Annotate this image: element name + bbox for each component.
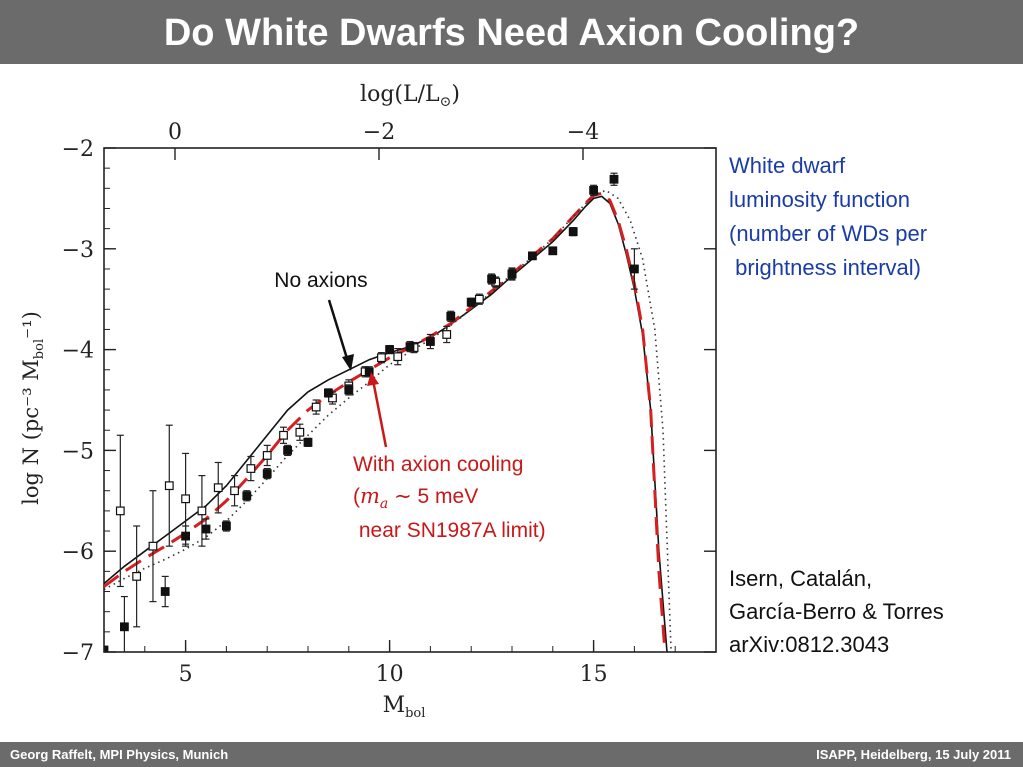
y-tick-label: −2 bbox=[62, 137, 94, 162]
x-tick-label: 10 bbox=[376, 662, 404, 687]
description-line: luminosity function bbox=[729, 187, 910, 212]
data-point-open bbox=[442, 325, 452, 344]
data-point-filled bbox=[262, 467, 272, 480]
y-tick-label: −4 bbox=[62, 339, 94, 364]
data-point-filled bbox=[629, 248, 639, 290]
citation-line: García-Berro & Torres bbox=[729, 599, 944, 624]
no-axions-arrowhead bbox=[342, 354, 354, 371]
data-point-filled bbox=[507, 268, 517, 280]
data-point-filled bbox=[119, 595, 129, 652]
x-tick-label: 15 bbox=[580, 662, 608, 687]
plot-frame bbox=[103, 147, 717, 653]
y-tick-label: −3 bbox=[62, 238, 94, 263]
curve-dotted bbox=[104, 189, 672, 652]
luminosity-function-description: White dwarf luminosity function (number … bbox=[729, 149, 1019, 285]
footer-bar: Georg Raffelt, MPI Physics, Munich ISAPP… bbox=[0, 742, 1023, 767]
description-line: (number of WDs per bbox=[729, 221, 928, 246]
data-point-open bbox=[115, 434, 125, 588]
data-point-filled bbox=[548, 246, 558, 256]
data-point-filled bbox=[104, 645, 109, 652]
data-point-filled bbox=[527, 251, 537, 261]
footer-event: ISAPP, Heidelberg, 15 July 2011 bbox=[816, 747, 1011, 762]
plot-area bbox=[103, 147, 717, 653]
axis-ticks: 5 10 15 −2 −3 −4 −5 −6 −7 0 −2 −4 bbox=[62, 120, 717, 687]
data-point-filled bbox=[568, 227, 578, 237]
citation: Isern, Catalán, García-Berro & Torres ar… bbox=[729, 562, 1019, 661]
top-axis-label: log(L/L⊙) bbox=[360, 82, 460, 110]
y-tick-label: −6 bbox=[62, 540, 94, 565]
no-axions-label: No axions bbox=[274, 269, 367, 292]
data-point-filled bbox=[283, 444, 292, 457]
data-point-open bbox=[377, 352, 386, 364]
data-point-filled bbox=[487, 273, 496, 285]
data-point-open bbox=[295, 423, 305, 441]
data-point-open bbox=[311, 399, 321, 415]
data-point-open bbox=[132, 525, 142, 628]
curve-solid bbox=[104, 195, 668, 652]
data-point-filled bbox=[589, 184, 598, 196]
data-point-filled bbox=[222, 520, 231, 532]
citation-line: Isern, Catalán, bbox=[729, 566, 873, 591]
data-point-filled bbox=[385, 344, 394, 355]
data-point-filled bbox=[405, 340, 415, 353]
no-axions-arrow bbox=[327, 299, 351, 366]
data-point-filled bbox=[426, 333, 435, 350]
data-point-filled bbox=[242, 490, 252, 502]
data-point-open bbox=[197, 475, 207, 547]
x-axis-label: Mbol bbox=[383, 693, 426, 721]
data-point-filled bbox=[303, 437, 313, 447]
data-point-filled bbox=[181, 525, 191, 547]
citation-line: arXiv:0812.3043 bbox=[729, 632, 890, 657]
data-point-filled bbox=[466, 297, 476, 307]
top-tick-label: 0 bbox=[168, 120, 182, 145]
title-bar bbox=[0, 0, 1023, 64]
data-point-open bbox=[262, 444, 272, 467]
description-line: White dwarf bbox=[729, 153, 846, 178]
y-tick-label: −7 bbox=[62, 641, 94, 666]
y-tick-label: −5 bbox=[62, 439, 94, 464]
slide-title: Do White Dwarfs Need Axion Cooling? bbox=[163, 12, 860, 54]
data-point-filled bbox=[344, 384, 354, 396]
description-line: brightness interval) bbox=[729, 255, 921, 280]
y-axis-label: log N (pc⁻³ Mbol⁻¹) bbox=[19, 311, 47, 505]
axion-label-line2: (ma ∼ 5 meV bbox=[353, 484, 478, 512]
footer-author: Georg Raffelt, MPI Physics, Munich bbox=[10, 747, 229, 762]
data-point-open bbox=[230, 475, 239, 507]
data-point-open bbox=[246, 455, 256, 482]
data-point-filled bbox=[324, 388, 333, 398]
axion-label-line3: near SN1987A limit) bbox=[353, 519, 546, 542]
data-point-filled bbox=[201, 518, 211, 540]
axion-arrowhead bbox=[367, 372, 379, 386]
data-point-filled bbox=[609, 172, 619, 186]
axion-arrow bbox=[371, 379, 388, 448]
data-point-filled bbox=[160, 575, 170, 608]
axion-label-line1: With axion cooling bbox=[353, 453, 523, 476]
data-point-open bbox=[474, 293, 484, 305]
data-point-open bbox=[279, 426, 288, 444]
data-point-open bbox=[213, 461, 223, 514]
x-tick-label: 5 bbox=[179, 662, 193, 687]
data-point-open bbox=[148, 490, 158, 603]
data-point-open bbox=[164, 424, 174, 547]
data-point-open bbox=[393, 347, 403, 366]
luminosity-function-chart: log(L/L⊙) Mbol log N (pc⁻³ Mbol⁻¹) 5 10 15… bbox=[19, 82, 717, 721]
curve-dashed-red bbox=[104, 191, 667, 652]
data-point-filled bbox=[446, 310, 456, 322]
top-tick-label: −4 bbox=[567, 120, 599, 145]
top-tick-label: −2 bbox=[363, 120, 395, 145]
